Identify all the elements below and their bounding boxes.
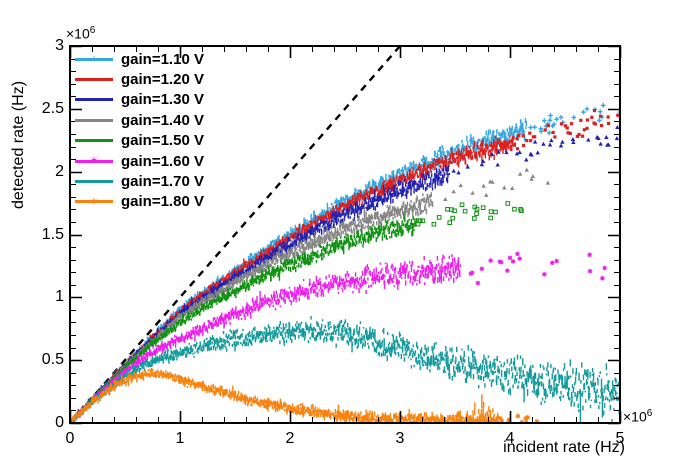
legend-entry-gain-1-70: gain=1.70 V bbox=[72, 171, 204, 191]
legend: + gain=1.10 V gain=1.20 V gain=1.30 V gai… bbox=[72, 49, 204, 212]
legend-label: gain=1.70 V bbox=[121, 173, 204, 191]
y-axis-title: detected rate (Hz) bbox=[10, 80, 27, 210]
y-tick-0-5: 0.5 bbox=[41, 351, 64, 368]
legend-entry-gain-1-30: gain=1.30 V bbox=[72, 90, 204, 110]
x-axis-exponent: ×106 bbox=[623, 406, 652, 425]
plus-marker-icon: + bbox=[91, 53, 97, 64]
y-exponent-base: ×10 bbox=[66, 25, 90, 42]
legend-label: gain=1.20 V bbox=[121, 71, 204, 89]
cross-marker-icon: ✶ bbox=[90, 196, 98, 207]
x-exponent-base: ×10 bbox=[623, 408, 647, 425]
x-axis-title: incident rate (Hz) bbox=[503, 439, 625, 456]
x-tick-0: 0 bbox=[65, 430, 75, 447]
x-tick-4: 4 bbox=[505, 430, 515, 447]
legend-line-gain-1-30 bbox=[75, 98, 113, 102]
y-axis-exponent: ×106 bbox=[66, 23, 95, 42]
legend-line-gain-1-60: ✶ bbox=[75, 155, 113, 166]
legend-label: gain=1.40 V bbox=[121, 111, 204, 129]
y-exponent-power: 6 bbox=[89, 25, 96, 36]
y-tick-3: 3 bbox=[55, 37, 64, 54]
legend-line-gain-1-50: ▫ bbox=[75, 135, 113, 146]
y-tick-2: 2 bbox=[55, 163, 64, 180]
legend-label: gain=1.10 V bbox=[121, 50, 204, 68]
legend-line-gain-1-80: ✶ bbox=[75, 196, 113, 207]
legend-line-gain-1-70 bbox=[75, 180, 113, 184]
open-square-marker-icon: ▫ bbox=[92, 135, 96, 146]
legend-entry-gain-1-80: ✶ gain=1.80 V bbox=[72, 192, 204, 212]
legend-entry-gain-1-10: + gain=1.10 V bbox=[72, 49, 204, 69]
y-tick-0: 0 bbox=[55, 414, 64, 431]
x-tick-2: 2 bbox=[285, 430, 295, 447]
y-tick-1-5: 1.5 bbox=[41, 226, 64, 243]
legend-label: gain=1.50 V bbox=[121, 132, 204, 150]
legend-entry-gain-1-50: ▫ gain=1.50 V bbox=[72, 131, 204, 151]
star-marker-icon: ✶ bbox=[90, 155, 98, 166]
y-tick-2-5: 2.5 bbox=[41, 100, 64, 117]
legend-entry-gain-1-20: gain=1.20 V bbox=[72, 69, 204, 89]
legend-entry-gain-1-60: ✶ gain=1.60 V bbox=[72, 151, 204, 171]
y-tick-1: 1 bbox=[55, 288, 64, 305]
x-exponent-power: 6 bbox=[646, 408, 653, 419]
legend-line-gain-1-40 bbox=[75, 118, 113, 122]
legend-entry-gain-1-40: gain=1.40 V bbox=[72, 110, 204, 130]
x-tick-1: 1 bbox=[175, 430, 185, 447]
x-tick-5: 5 bbox=[615, 430, 625, 447]
legend-label: gain=1.60 V bbox=[121, 152, 204, 170]
legend-line-gain-1-20 bbox=[75, 78, 113, 82]
legend-label: gain=1.30 V bbox=[121, 91, 204, 109]
legend-label: gain=1.80 V bbox=[121, 193, 204, 211]
x-tick-3: 3 bbox=[395, 430, 405, 447]
legend-line-gain-1-10: + bbox=[75, 53, 113, 64]
